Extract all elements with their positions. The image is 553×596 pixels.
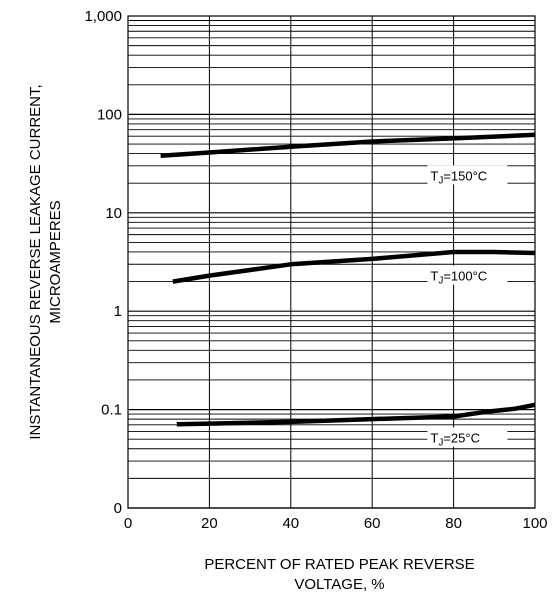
series-curve: [160, 132, 536, 158]
series-curve: [176, 402, 536, 427]
series-label-bg: [427, 165, 508, 185]
y-tick-label: 1,000: [84, 8, 122, 25]
y-tick-label: 100: [97, 106, 122, 123]
series-label: TJ=150°C: [430, 168, 487, 186]
plot-frame: [127, 15, 536, 509]
x-tick-label: 100: [522, 515, 547, 532]
axis-titles: PERCENT OF RATED PEAK REVERSE VOLTAGE, % I…: [27, 84, 475, 593]
series-curve: [172, 249, 536, 284]
series-labels: TJ=150°C TJ=100°C TJ=25°C: [427, 165, 508, 449]
x-tick-label: 80: [445, 515, 462, 532]
y-tick-label: 0.1: [101, 402, 122, 419]
x-axis-title: PERCENT OF RATED PEAK REVERSE: [204, 556, 474, 573]
grid-lines: [127, 15, 536, 509]
x-tick-label: 60: [364, 515, 381, 532]
y-axis-title: MICROAMPERES: [47, 200, 64, 323]
y-axis-ticks: 0 0.1 1 10 100 1,000: [84, 8, 122, 517]
y-tick-label: 10: [105, 205, 122, 222]
x-tick-label: 0: [124, 515, 132, 532]
x-axis-ticks: 0 20 40 60 80 100: [124, 515, 548, 532]
series-label-bg: [427, 427, 508, 447]
y-axis-title: INSTANTANEOUS REVERSE LEAKAGE CURRENT,: [27, 84, 44, 439]
series-label-bg: [427, 265, 508, 285]
series-curves: [160, 132, 536, 427]
x-axis-title: VOLTAGE, %: [294, 576, 384, 593]
x-tick-label: 20: [201, 515, 218, 532]
series-label: TJ=100°C: [430, 269, 487, 287]
y-tick-label: 0: [114, 500, 122, 517]
y-tick-label: 1: [114, 303, 122, 320]
series-label: TJ=25°C: [430, 431, 480, 449]
x-tick-label: 40: [282, 515, 299, 532]
